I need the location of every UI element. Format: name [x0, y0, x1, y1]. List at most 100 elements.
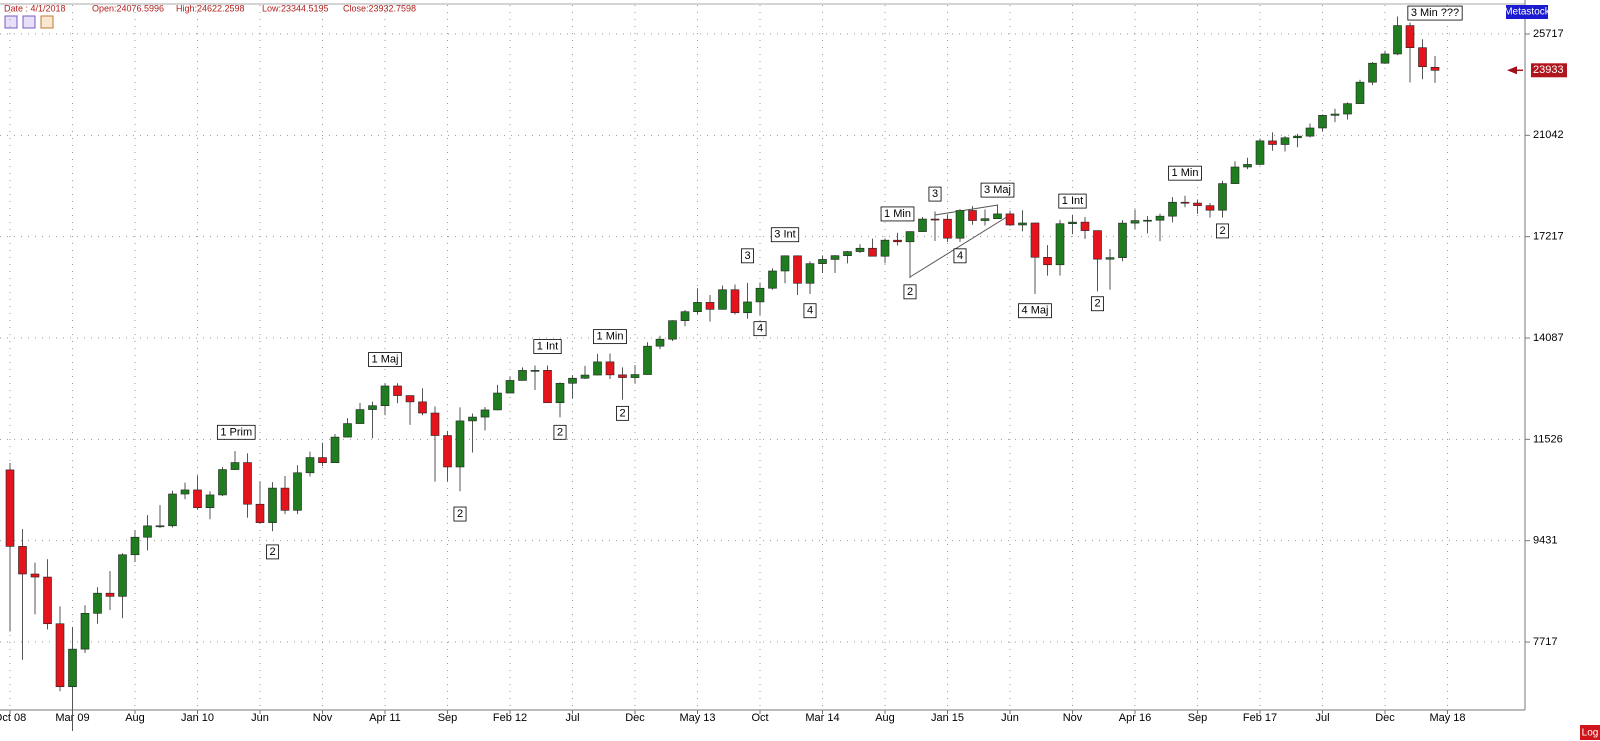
- candle-body: [593, 361, 602, 376]
- toolbar-icons[interactable]: [4, 15, 54, 29]
- candle-body: [1043, 256, 1052, 266]
- wave-label-text: 2: [1094, 298, 1100, 310]
- candle-body: [1130, 220, 1140, 224]
- y-tick-label: 25717: [1533, 28, 1564, 40]
- candle-body: [1243, 164, 1252, 168]
- x-tick-label: Dec: [625, 712, 645, 724]
- log-box[interactable]: [1580, 725, 1600, 740]
- candle-body: [330, 436, 340, 463]
- candle-body: [280, 487, 290, 511]
- wave-label: 1 Prim: [216, 424, 256, 440]
- candle-body: [43, 576, 52, 625]
- wave-label-text: 1 Int: [1062, 195, 1083, 207]
- wave-label: 1 Min: [593, 329, 627, 345]
- candle-body: [1305, 127, 1315, 137]
- candle-body: [1080, 221, 1090, 231]
- wave-label-text: 2: [557, 426, 563, 438]
- wave-label: 1 Min: [1168, 165, 1202, 181]
- wave-label: 3 Maj: [980, 182, 1015, 198]
- icon[interactable]: [22, 15, 36, 29]
- wave-label-text: 4: [757, 323, 763, 335]
- x-tick-label: Apr 11: [369, 712, 401, 724]
- wave-label: 4 Maj: [1018, 303, 1052, 319]
- candle-body: [905, 231, 915, 243]
- brand: Metastock: [1504, 7, 1551, 18]
- wave-label-box: [266, 544, 279, 560]
- candle-body: [343, 423, 352, 438]
- candle-body: [1405, 25, 1415, 48]
- candle-body: [743, 301, 752, 314]
- candle-body: [580, 374, 590, 379]
- candle-body: [930, 218, 940, 221]
- wave-label-text: 1 Min: [597, 331, 624, 343]
- wave-label-text: 3 Min ???: [1411, 7, 1459, 19]
- wave-label-box: [741, 248, 754, 264]
- candle-body: [818, 259, 827, 264]
- wave-label-box: [453, 506, 467, 522]
- candle-body: [155, 525, 165, 528]
- candle-body: [193, 489, 202, 509]
- wave-label-text: 2: [907, 286, 913, 298]
- candle-body: [1068, 221, 1077, 225]
- candle-body: [655, 338, 665, 347]
- wave-label-text: 1 Prim: [220, 426, 252, 438]
- candle-body: [1430, 66, 1440, 71]
- candle-body: [93, 592, 102, 614]
- candle-body: [880, 239, 890, 257]
- candle-body: [455, 420, 465, 468]
- candle-body: [1218, 183, 1227, 211]
- candle-body: [543, 370, 552, 404]
- candle-body: [668, 320, 677, 340]
- wave-label: 1 Int: [533, 339, 562, 354]
- wave-label-text: 3: [744, 250, 750, 262]
- wave-label-box: [533, 339, 562, 354]
- wave-label-box: [753, 321, 767, 337]
- wave-label-text: 4 Maj: [1022, 305, 1049, 317]
- candle-body: [768, 270, 777, 289]
- y-tick-label: 14087: [1533, 332, 1564, 344]
- candle-body: [168, 493, 177, 527]
- header-date: Date : 4/1/2018: [4, 3, 66, 13]
- header-close: Close:23932.7598: [343, 3, 416, 13]
- candle-body: [368, 405, 377, 410]
- header-low: Low:23344.5195: [262, 3, 329, 13]
- candle-body: [705, 302, 715, 310]
- x-tick-label: Sep: [1188, 712, 1208, 724]
- wave-label-box: [1216, 223, 1229, 239]
- candle-body: [80, 613, 90, 650]
- candle-body: [30, 573, 40, 578]
- candle-body: [143, 525, 152, 538]
- candle-body: [1105, 257, 1115, 260]
- x-tick-label: Feb 17: [1243, 712, 1277, 724]
- x-tick-label: Jan 10: [181, 712, 214, 724]
- candle-body: [605, 361, 615, 376]
- candle-body: [55, 623, 65, 688]
- trend-line: [909, 214, 1011, 278]
- candle-body: [405, 395, 415, 403]
- wave-label: 2: [1216, 223, 1229, 239]
- wave-label-box: [553, 424, 567, 440]
- header-open: Open:24076.5996: [92, 3, 164, 13]
- candle-body: [530, 370, 540, 372]
- candle-body: [318, 457, 327, 463]
- candle-body: [1330, 113, 1340, 116]
- candle-body: [1143, 219, 1152, 222]
- wave-label: 4: [803, 303, 817, 319]
- icon[interactable]: [4, 15, 18, 29]
- log-label[interactable]: Log: [1582, 728, 1599, 739]
- x-tick-label: May 13: [679, 712, 715, 724]
- wave-label-box: [1407, 5, 1463, 21]
- candle-body: [993, 213, 1002, 219]
- candle-body: [1005, 213, 1015, 226]
- candle-body: [418, 401, 427, 414]
- wave-label-text: 3: [932, 188, 938, 200]
- candle-body: [968, 210, 977, 221]
- candle-body: [468, 416, 477, 422]
- candle-body: [1355, 81, 1365, 104]
- candle-body: [1168, 201, 1177, 217]
- x-tick-label: Oct: [751, 712, 768, 724]
- candle-body: [1293, 135, 1302, 139]
- candle-body: [793, 255, 802, 284]
- icon[interactable]: [40, 15, 54, 29]
- candle-body: [293, 472, 302, 511]
